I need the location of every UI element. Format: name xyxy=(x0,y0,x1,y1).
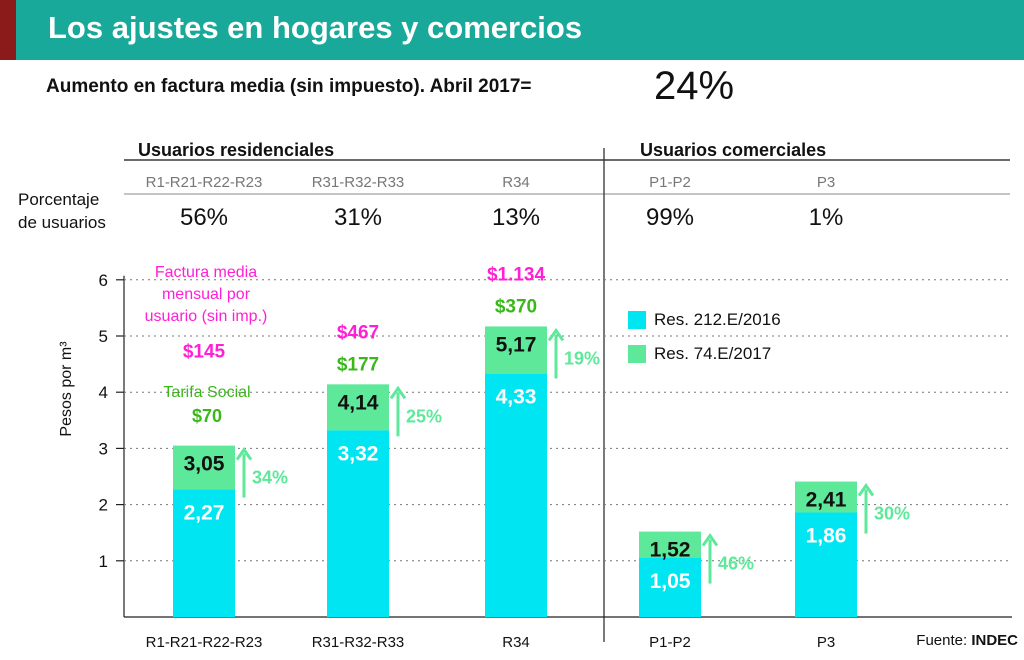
increase-percent-label: 34% xyxy=(252,468,288,488)
increase-percent-label: 30% xyxy=(874,504,910,524)
invoice-previous-label: $1.134 xyxy=(487,264,546,285)
y-tick-label: 1 xyxy=(99,552,108,571)
users-row-label-line1: Porcentaje xyxy=(18,190,100,209)
legend-label-new: Res. 74.E/2017 xyxy=(654,344,772,363)
bar-base xyxy=(173,489,235,617)
x-tick-label: R31-R32-R33 xyxy=(312,634,405,651)
column-header-label: R31-R32-R33 xyxy=(312,174,405,191)
legend-swatch-new xyxy=(628,345,646,363)
page-title: Los ajustes en hogares y comercios xyxy=(48,10,583,45)
user-share-value: 31% xyxy=(334,204,382,231)
source-prefix: Fuente: xyxy=(916,632,972,649)
user-share-value: 1% xyxy=(809,204,844,231)
bar-new-value-label: 1,52 xyxy=(650,539,691,562)
overall-increase: 24% xyxy=(654,64,735,108)
bar-base xyxy=(327,430,389,617)
bar-old-value-label: 4,33 xyxy=(496,386,537,409)
y-tick-label: 3 xyxy=(99,439,108,458)
social-tariff-label: Tarifa Social xyxy=(163,384,251,401)
increase-percent-label: 25% xyxy=(406,406,442,426)
y-tick-label: 5 xyxy=(99,327,108,346)
x-tick-label: P3 xyxy=(817,634,835,651)
x-tick-label: R34 xyxy=(502,634,530,651)
invoice-current-label: $370 xyxy=(495,296,537,317)
x-tick-label: P1-P2 xyxy=(649,634,691,651)
increase-arrow-head xyxy=(701,532,719,547)
legend-swatch-old xyxy=(628,311,646,329)
increase-percent-label: 19% xyxy=(564,348,600,368)
y-tick-label: 6 xyxy=(99,271,108,290)
increase-arrow-head xyxy=(857,482,875,497)
x-tick-label: R1-R21-R22-R23 xyxy=(146,634,263,651)
bar-new-value-label: 2,41 xyxy=(806,489,847,512)
header-bar: Los ajustes en hogares y comercios xyxy=(0,0,1024,60)
bar-old-value-label: 3,32 xyxy=(338,442,379,465)
bar-increment xyxy=(639,531,701,558)
increase-percent-label: 46% xyxy=(718,554,754,574)
bar-increment xyxy=(795,481,857,513)
invoice-annotation-line3: usuario (sin imp.) xyxy=(144,308,268,325)
user-share-value: 99% xyxy=(646,204,694,231)
social-tariff-value: $70 xyxy=(191,406,223,426)
y-tick-label: 4 xyxy=(99,383,108,402)
bar-base xyxy=(639,557,701,617)
user-share-value: 13% xyxy=(492,204,540,231)
increase-arrow-head xyxy=(547,327,565,342)
column-header-label: R1-R21-R22-R23 xyxy=(146,174,263,191)
bar-base xyxy=(485,373,547,617)
invoice-previous-label: $145 xyxy=(183,342,226,363)
increase-arrow-head xyxy=(235,446,253,461)
column-header-label: P1-P2 xyxy=(649,174,691,191)
invoice-annotation-line2: mensual por xyxy=(161,286,251,303)
group-label-commercial: Usuarios comerciales xyxy=(640,140,827,160)
invoice-previous-label: $467 xyxy=(337,322,379,343)
header-accent-bar xyxy=(0,0,16,60)
users-row-label: Porcentaje de usuarios xyxy=(18,188,106,234)
invoice-current-label: $177 xyxy=(337,354,379,375)
bar-increment xyxy=(485,326,547,374)
users-row-label-line2: de usuarios xyxy=(18,213,106,232)
bar-old-value-label: 1,05 xyxy=(650,570,691,593)
group-label-residential: Usuarios residenciales xyxy=(138,140,335,160)
legend-label-old: Res. 212.E/2016 xyxy=(654,310,781,329)
invoice-annotation: Factura media mensual por usuario (sin i… xyxy=(126,262,286,328)
bar-increment xyxy=(173,445,235,490)
subtitle: Aumento en factura media (sin impuesto).… xyxy=(46,76,532,97)
bar-increment xyxy=(327,384,389,431)
bar-old-value-label: 1,86 xyxy=(806,524,847,547)
bar-new-value-label: 5,17 xyxy=(496,333,537,356)
source-note: Fuente: INDEC xyxy=(916,632,1018,649)
bar-new-value-label: 4,14 xyxy=(338,391,379,414)
column-header-label: R34 xyxy=(502,174,530,191)
increase-arrow-head xyxy=(389,385,407,400)
y-tick-label: 2 xyxy=(99,496,108,515)
column-header-label: P3 xyxy=(817,174,835,191)
source-name: INDEC xyxy=(971,632,1018,649)
bar-old-value-label: 2,27 xyxy=(184,501,225,524)
user-share-value: 56% xyxy=(180,204,228,231)
bar-base xyxy=(795,512,857,617)
bar-new-value-label: 3,05 xyxy=(184,453,225,476)
invoice-annotation-line1: Factura media xyxy=(154,264,258,281)
